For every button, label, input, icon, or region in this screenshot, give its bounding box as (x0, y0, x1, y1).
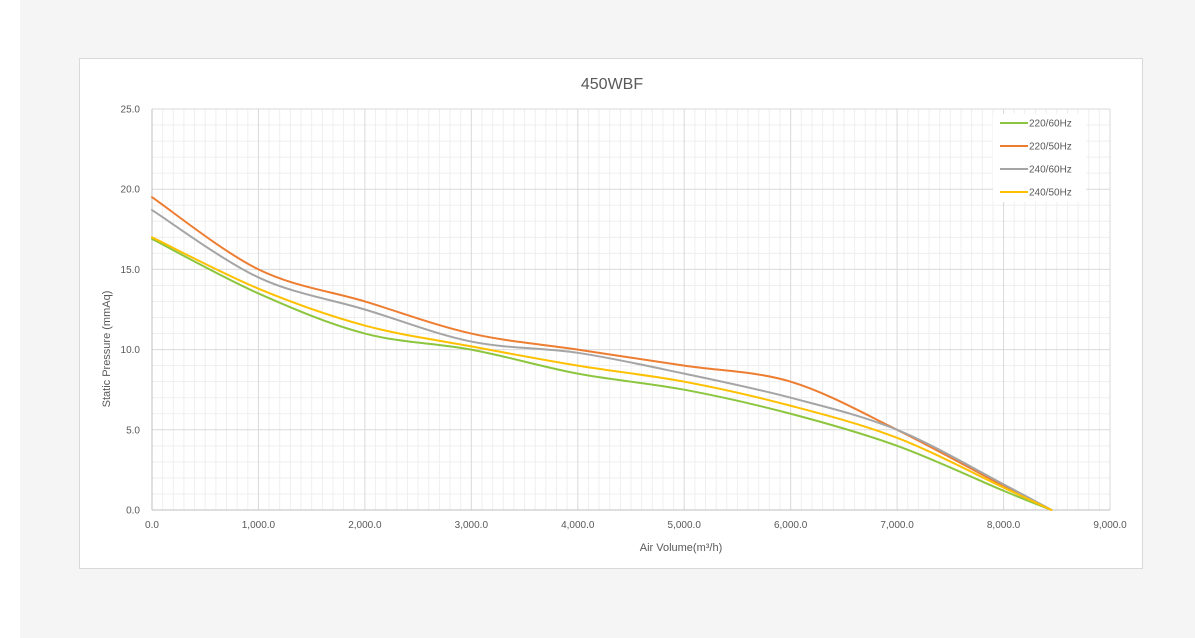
series-line-220-50hz (151, 196, 1053, 511)
axes (151, 109, 1110, 511)
series-line-220-60hz (151, 237, 1053, 511)
x-tick-label: 8,000.0 (987, 520, 1021, 531)
legend-label: 240/60Hz (1029, 165, 1072, 176)
x-tick-label: 1,000.0 (242, 520, 276, 531)
x-tick-label: 2,000.0 (348, 520, 382, 531)
x-tick-label: 9,000.0 (1093, 520, 1127, 531)
x-axis-label: Air Volume(m³/h) (640, 542, 723, 554)
minor-gridlines (152, 109, 1110, 510)
x-tick-label: 0.0 (145, 520, 159, 531)
y-tick-label: 0.0 (126, 506, 140, 517)
y-tick-label: 25.0 (121, 105, 141, 116)
chart-svg: 450WBF 0.0 1,000.0 2,000.0 3,000.0 4,000.0 5,… (101, 76, 1127, 554)
chart-card: 450WBF 0.0 1,000.0 2,000.0 3,000.0 4,000.0 5,… (79, 58, 1143, 569)
x-tick-label: 4,000.0 (561, 520, 595, 531)
y-tick-label: 20.0 (121, 185, 141, 196)
legend: 220/60Hz 220/50Hz 240/60Hz 240/50Hz (993, 114, 1086, 202)
x-tick-label: 6,000.0 (774, 520, 808, 531)
series-lines (151, 196, 1053, 511)
legend-label: 220/50Hz (1029, 142, 1072, 153)
series-line-240-60hz (151, 209, 1053, 511)
x-tick-label: 5,000.0 (668, 520, 702, 531)
x-tick-label: 7,000.0 (880, 520, 914, 531)
legend-label: 220/60Hz (1029, 119, 1072, 130)
chart-title: 450WBF (581, 76, 643, 93)
legend-label: 240/50Hz (1029, 188, 1072, 199)
y-tick-label: 5.0 (126, 425, 140, 436)
y-tick-label: 10.0 (121, 345, 141, 356)
y-tick-label: 15.0 (121, 265, 141, 276)
legend-box (993, 114, 1086, 202)
series-line-240-50hz (151, 236, 1053, 511)
x-tick-label: 3,000.0 (455, 520, 489, 531)
y-axis-label: Static Pressure (mmAq) (101, 291, 113, 408)
x-tick-labels: 0.0 1,000.0 2,000.0 3,000.0 4,000.0 5,000.0 6,… (145, 520, 1127, 531)
y-tick-labels: 0.0 5.0 10.0 15.0 20.0 25.0 (121, 105, 141, 517)
